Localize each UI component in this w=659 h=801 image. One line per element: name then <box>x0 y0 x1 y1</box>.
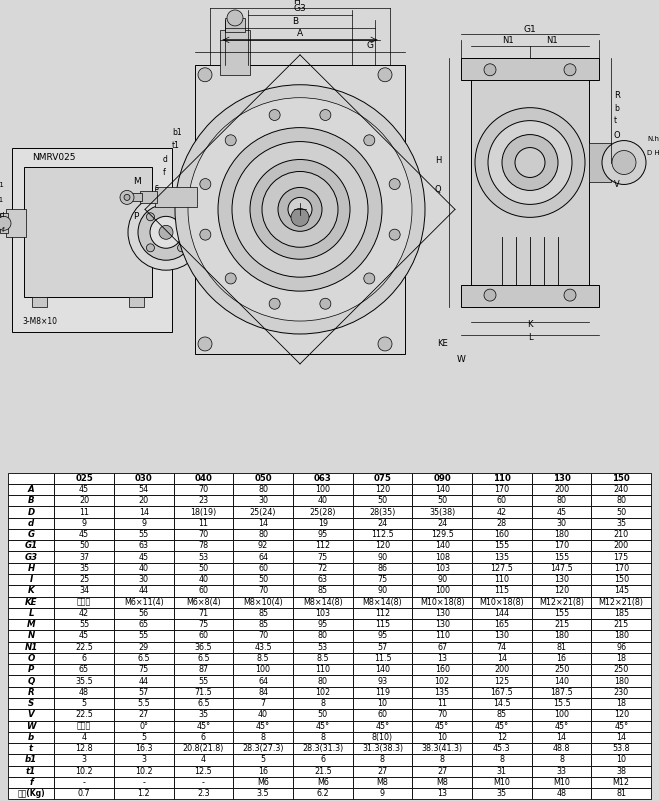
Text: P: P <box>133 212 138 221</box>
Bar <box>220 30 250 74</box>
Circle shape <box>378 337 392 351</box>
Text: d: d <box>163 155 168 163</box>
Circle shape <box>232 142 368 277</box>
Text: M: M <box>133 178 141 187</box>
Circle shape <box>389 229 400 240</box>
Circle shape <box>146 213 154 221</box>
Circle shape <box>146 244 154 252</box>
Text: t1: t1 <box>172 140 180 150</box>
Text: NMRV025: NMRV025 <box>32 152 76 162</box>
Circle shape <box>602 141 646 184</box>
Bar <box>471 58 589 307</box>
Circle shape <box>159 225 173 239</box>
Circle shape <box>320 110 331 120</box>
Circle shape <box>227 10 243 26</box>
Circle shape <box>225 135 236 146</box>
Text: f: f <box>1 227 4 233</box>
Circle shape <box>278 187 322 231</box>
Bar <box>0 213 8 233</box>
Text: R: R <box>614 91 620 99</box>
Circle shape <box>291 208 309 227</box>
Bar <box>130 193 142 201</box>
Text: H: H <box>294 0 301 6</box>
Circle shape <box>389 179 400 190</box>
Circle shape <box>177 213 186 221</box>
Bar <box>152 197 168 268</box>
Circle shape <box>564 64 576 76</box>
Circle shape <box>218 127 382 291</box>
Text: KE: KE <box>437 339 447 348</box>
Text: A: A <box>297 29 303 38</box>
Circle shape <box>128 195 204 270</box>
Circle shape <box>200 179 211 190</box>
Text: b1: b1 <box>172 127 182 137</box>
Circle shape <box>225 273 236 284</box>
Text: b1: b1 <box>0 183 4 188</box>
Circle shape <box>320 298 331 309</box>
Bar <box>24 167 152 297</box>
Text: D H8: D H8 <box>647 150 659 155</box>
Circle shape <box>0 216 11 231</box>
Circle shape <box>250 159 350 260</box>
Text: 3-M8×10: 3-M8×10 <box>22 317 57 326</box>
Circle shape <box>138 204 194 260</box>
Circle shape <box>198 337 212 351</box>
Circle shape <box>200 229 211 240</box>
Bar <box>461 58 599 80</box>
Circle shape <box>150 216 182 248</box>
Text: d: d <box>0 212 4 219</box>
Circle shape <box>120 191 134 204</box>
Text: G: G <box>366 41 374 50</box>
Circle shape <box>484 289 496 301</box>
Circle shape <box>198 68 212 82</box>
Circle shape <box>269 110 280 120</box>
Text: W: W <box>457 355 466 364</box>
Circle shape <box>488 121 572 204</box>
Circle shape <box>177 244 186 252</box>
Text: B: B <box>292 17 298 26</box>
Bar <box>195 65 405 354</box>
Text: s: s <box>155 183 159 192</box>
Text: N1: N1 <box>502 36 514 45</box>
Circle shape <box>188 98 412 321</box>
Text: Q: Q <box>434 185 441 195</box>
Text: K: K <box>527 320 532 329</box>
Text: L: L <box>528 333 532 342</box>
Circle shape <box>475 107 585 217</box>
Text: t: t <box>614 115 617 125</box>
Bar <box>140 191 157 203</box>
Bar <box>12 147 172 332</box>
Text: N.h8: N.h8 <box>647 135 659 142</box>
Text: G3: G3 <box>294 4 306 13</box>
Text: G1: G1 <box>524 25 536 34</box>
Circle shape <box>502 135 558 191</box>
Text: O: O <box>614 131 621 139</box>
Circle shape <box>364 135 375 146</box>
Bar <box>155 187 197 207</box>
Text: b: b <box>614 103 619 113</box>
Text: f: f <box>163 168 166 178</box>
Bar <box>589 143 611 183</box>
Text: V: V <box>614 180 619 189</box>
Circle shape <box>378 68 392 82</box>
Bar <box>461 285 599 307</box>
Circle shape <box>288 197 312 221</box>
Circle shape <box>124 195 130 200</box>
Bar <box>129 297 144 307</box>
Text: N1: N1 <box>546 36 558 45</box>
Circle shape <box>175 85 425 334</box>
Circle shape <box>515 147 545 178</box>
Text: H: H <box>435 155 441 164</box>
Circle shape <box>484 64 496 76</box>
Circle shape <box>564 289 576 301</box>
Text: t1: t1 <box>0 197 4 203</box>
Circle shape <box>612 151 636 175</box>
Circle shape <box>269 298 280 309</box>
Circle shape <box>262 171 338 248</box>
Circle shape <box>364 273 375 284</box>
Bar <box>32 297 47 307</box>
Bar <box>225 18 245 32</box>
Bar <box>6 209 26 237</box>
